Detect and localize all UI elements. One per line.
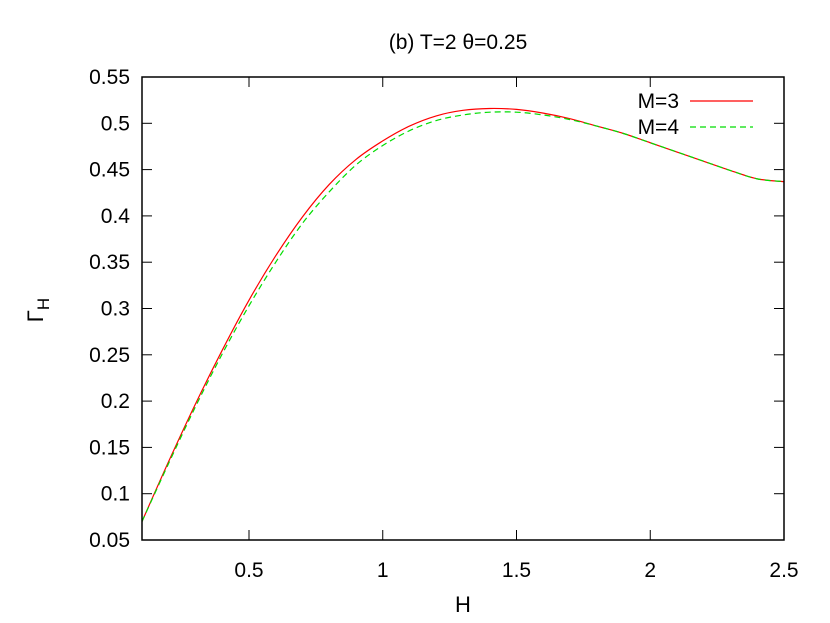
x-tick-label: 2.5 — [769, 559, 798, 582]
y-tick-label: 0.35 — [89, 251, 130, 274]
axis-ticks: 0.05 0.1 0.15 0.2 0.25 0.3 0.35 0.4 0.45 0.5 0.55 0… — [89, 66, 798, 582]
series-layer — [141, 107, 785, 522]
y-tick-label: 0.25 — [89, 344, 130, 367]
y-tick-label: 0.4 — [101, 205, 131, 228]
x-axis-label: H — [455, 592, 471, 617]
y-tick-label: 0.55 — [89, 66, 130, 89]
y-tick-label: 0.3 — [101, 298, 130, 321]
series-line-m-3 — [141, 107, 785, 522]
y-tick-label: 0.15 — [89, 436, 130, 459]
x-tick-label: 0.5 — [234, 559, 263, 582]
y-tick-label: 0.05 — [89, 529, 130, 552]
legend-label: M=3 — [638, 90, 679, 113]
legend-label: M=4 — [638, 116, 680, 139]
x-tick-label: 2 — [644, 559, 656, 582]
y-axis-label-main: Γ — [23, 310, 48, 322]
plot-frame — [141, 76, 785, 541]
x-tick-label: 1.5 — [502, 559, 531, 582]
x-tick-label: 1 — [377, 559, 389, 582]
y-axis-label-sub: H — [34, 298, 53, 310]
y-axis-label: ΓH — [23, 298, 53, 322]
series-line-m-4 — [141, 111, 785, 522]
y-tick-label: 0.5 — [101, 112, 130, 135]
chart-title: (b) T=2 θ=0.25 — [389, 31, 528, 54]
legend: M=3M=4 — [638, 90, 753, 139]
y-tick-label: 0.2 — [101, 390, 130, 413]
y-tick-label: 0.1 — [101, 483, 130, 506]
y-tick-label: 0.45 — [89, 159, 130, 182]
